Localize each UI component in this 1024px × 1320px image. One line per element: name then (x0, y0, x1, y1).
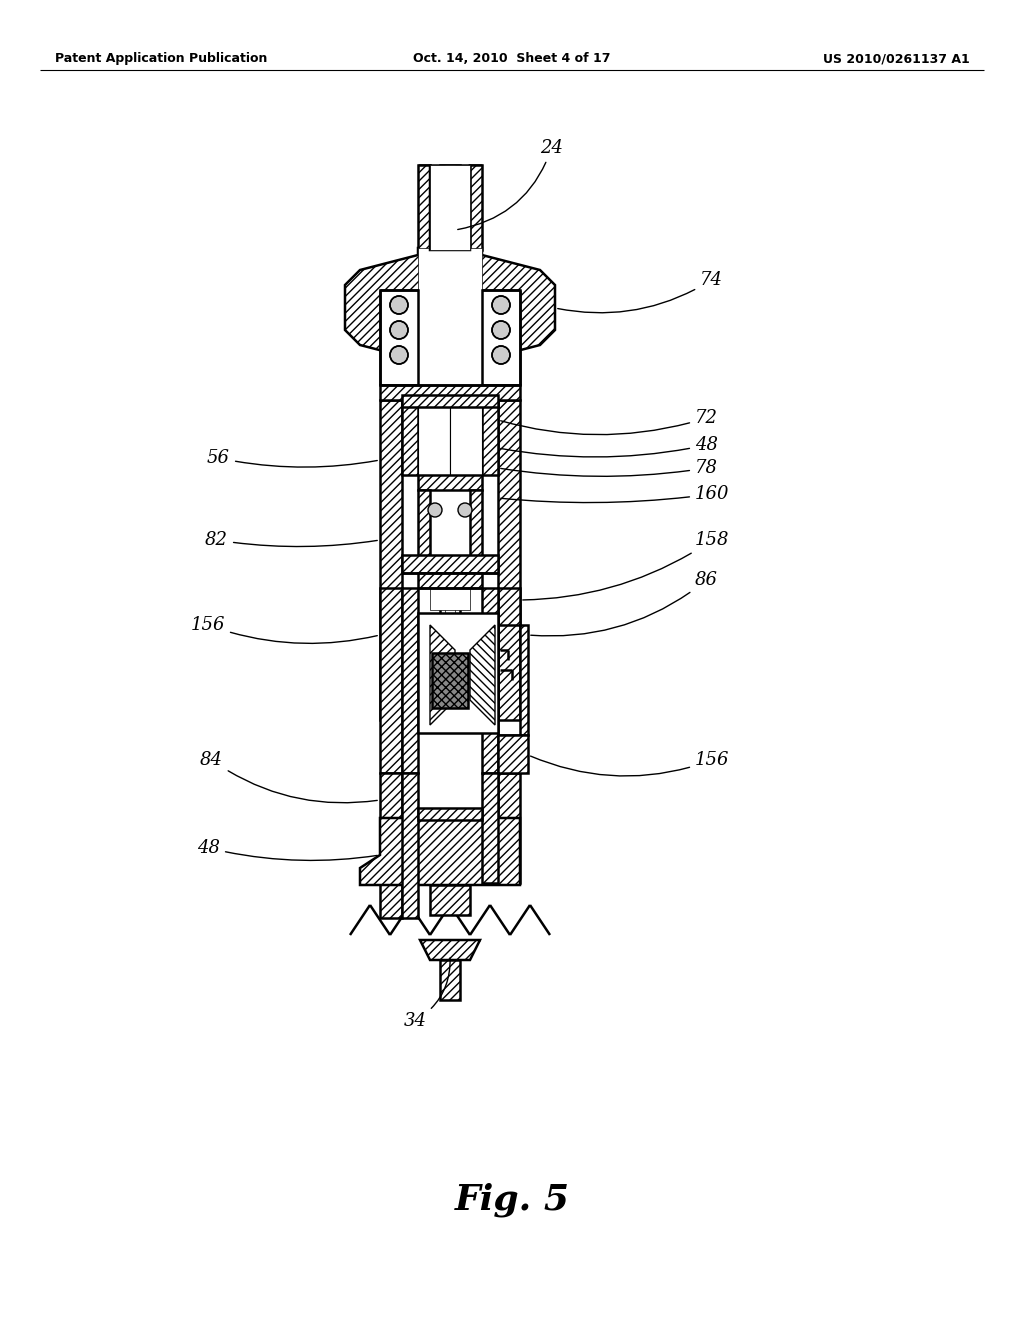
Bar (380, 587, 402, 774)
Bar (445, 165, 455, 665)
Bar (418, 612, 498, 733)
Text: Fig. 5: Fig. 5 (455, 1183, 569, 1217)
Bar (418, 573, 482, 587)
Circle shape (492, 321, 510, 339)
Text: 78: 78 (501, 459, 718, 477)
Text: Oct. 14, 2010  Sheet 4 of 17: Oct. 14, 2010 Sheet 4 of 17 (414, 51, 610, 65)
Bar (470, 490, 482, 565)
Bar (432, 653, 468, 708)
Polygon shape (418, 165, 430, 249)
Bar (482, 290, 520, 385)
Text: Patent Application Publication: Patent Application Publication (55, 51, 267, 65)
Bar (418, 400, 450, 484)
Text: 56: 56 (207, 449, 377, 467)
Polygon shape (430, 624, 455, 725)
Bar (380, 385, 520, 400)
Circle shape (428, 503, 442, 517)
Bar (418, 475, 482, 490)
Bar (380, 400, 402, 719)
Text: 158: 158 (523, 531, 729, 601)
Text: 48: 48 (197, 840, 377, 861)
Text: 86: 86 (530, 572, 718, 636)
Bar (498, 774, 520, 883)
Text: US 2010/0261137 A1: US 2010/0261137 A1 (823, 51, 970, 65)
Bar (380, 290, 418, 385)
Circle shape (492, 296, 510, 314)
Polygon shape (430, 165, 470, 249)
Text: 72: 72 (501, 409, 718, 434)
Text: 156: 156 (190, 616, 377, 643)
Circle shape (390, 296, 408, 314)
Bar (402, 587, 418, 774)
Polygon shape (498, 735, 528, 774)
Bar (380, 774, 402, 917)
Circle shape (492, 346, 510, 364)
Bar (482, 774, 498, 883)
Bar (430, 490, 470, 610)
Circle shape (458, 503, 472, 517)
Text: 160: 160 (501, 484, 729, 503)
Polygon shape (498, 587, 528, 774)
Bar (430, 884, 470, 915)
Text: 48: 48 (501, 436, 718, 457)
Bar (450, 400, 482, 484)
Text: 24: 24 (458, 139, 563, 230)
Bar (402, 400, 418, 475)
Bar (440, 960, 460, 1001)
Bar (402, 395, 498, 407)
Circle shape (390, 321, 408, 339)
Circle shape (390, 346, 408, 364)
Polygon shape (470, 165, 482, 249)
Bar (402, 554, 498, 573)
Bar (418, 248, 482, 395)
Bar (482, 587, 498, 774)
Bar (418, 808, 482, 820)
Bar (430, 165, 470, 249)
Text: 84: 84 (200, 751, 377, 803)
Bar (498, 400, 520, 719)
Text: 34: 34 (403, 958, 451, 1030)
Polygon shape (345, 248, 555, 395)
Text: 74: 74 (558, 271, 723, 313)
Bar (418, 490, 430, 565)
Polygon shape (360, 818, 520, 884)
Polygon shape (420, 940, 480, 960)
Bar (482, 400, 498, 475)
Bar (440, 165, 460, 665)
Text: 156: 156 (530, 751, 729, 776)
Bar (402, 774, 418, 917)
Text: 82: 82 (205, 531, 377, 549)
Polygon shape (470, 624, 495, 725)
